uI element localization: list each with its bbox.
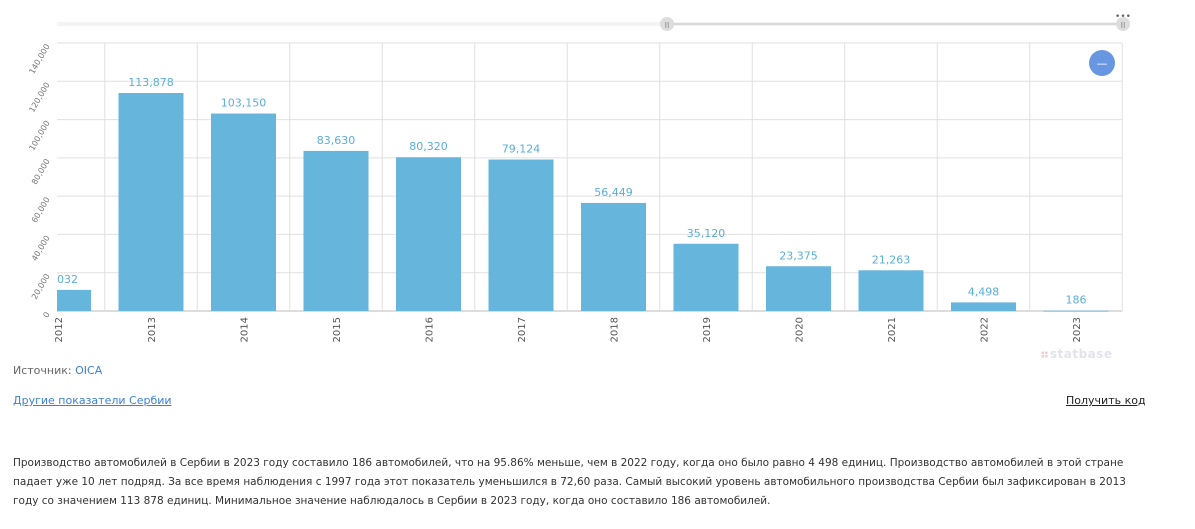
other-indicators-link[interactable]: Другие показатели Сербии bbox=[13, 394, 172, 407]
x-tick-label: 2016 bbox=[425, 317, 436, 342]
bar-2022[interactable] bbox=[951, 302, 1016, 311]
x-tick-label: 2014 bbox=[240, 317, 251, 342]
x-tick-label: 2012 bbox=[54, 317, 65, 342]
y-tick-label: 0 bbox=[41, 311, 51, 320]
bar-2020[interactable] bbox=[766, 266, 831, 311]
y-tick-label: 40,000 bbox=[30, 234, 52, 263]
x-tick-label: 2020 bbox=[795, 317, 806, 342]
data-label: 186 bbox=[1066, 294, 1087, 307]
svg-text:—: — bbox=[1097, 57, 1108, 70]
data-label: 113,878 bbox=[128, 76, 174, 89]
x-tick-label: 2017 bbox=[517, 317, 528, 342]
data-label: 103,150 bbox=[221, 97, 267, 110]
data-label: 4,498 bbox=[968, 285, 1000, 298]
bar-2013[interactable] bbox=[118, 93, 184, 311]
data-label: 23,375 bbox=[779, 249, 818, 262]
data-label: 56,449 bbox=[594, 186, 633, 199]
bar-2017[interactable] bbox=[488, 159, 554, 311]
y-tick-label: 60,000 bbox=[30, 196, 52, 225]
bar-2019[interactable] bbox=[673, 243, 739, 311]
x-tick-label: 2023 bbox=[1072, 317, 1083, 342]
range-slider-handle-left[interactable]: II bbox=[660, 17, 674, 31]
bar-2021[interactable] bbox=[858, 270, 924, 311]
bar-2015[interactable] bbox=[303, 150, 369, 311]
svg-text:II: II bbox=[665, 21, 670, 30]
data-label: 35,120 bbox=[687, 227, 726, 240]
get-code-link[interactable]: Получить код bbox=[1066, 394, 1146, 407]
x-tick-label: 2013 bbox=[147, 317, 158, 342]
data-label: 21,263 bbox=[872, 253, 911, 266]
source: Источник: OICA bbox=[13, 364, 102, 377]
x-tick-label: 2022 bbox=[980, 317, 991, 342]
x-tick-label: 2015 bbox=[332, 317, 343, 342]
bar-2012[interactable] bbox=[26, 289, 91, 311]
data-label: 80,320 bbox=[409, 140, 448, 153]
statbase-watermark: ⠶statbase bbox=[1040, 347, 1113, 361]
bar-chart: II II ••• 032 113,878 103,150 83,630 80,320 7… bbox=[26, 12, 1131, 342]
bar-2014[interactable] bbox=[211, 113, 276, 311]
zoom-out-button[interactable]: — bbox=[1089, 50, 1115, 76]
bar-2016[interactable] bbox=[396, 157, 461, 311]
bar-2023[interactable] bbox=[1043, 310, 1109, 312]
y-tick-label: 140,000 bbox=[27, 43, 51, 76]
data-label: 032 bbox=[57, 273, 78, 286]
x-tick-label: 2021 bbox=[887, 317, 898, 342]
y-tick-label: 120,000 bbox=[27, 81, 51, 114]
y-tick-label: 100,000 bbox=[27, 119, 51, 152]
menu-icon[interactable]: ••• bbox=[1115, 12, 1131, 22]
range-slider-track[interactable] bbox=[57, 22, 1123, 26]
source-label: Источник: bbox=[13, 364, 72, 377]
y-tick-label: 20,000 bbox=[30, 272, 52, 301]
x-tick-label: 2018 bbox=[610, 317, 621, 342]
description-text: Производство автомобилей в Сербии в 2023… bbox=[13, 457, 1126, 507]
y-tick-label: 80,000 bbox=[30, 157, 52, 186]
data-label: 79,124 bbox=[502, 143, 541, 156]
svg-text:II: II bbox=[1121, 21, 1126, 30]
x-tick-label: 2019 bbox=[702, 317, 713, 342]
data-label: 83,630 bbox=[317, 134, 356, 147]
source-link[interactable]: OICA bbox=[75, 364, 103, 377]
bar-2018[interactable] bbox=[581, 202, 646, 311]
range-slider-handle-right[interactable]: II bbox=[1116, 17, 1130, 31]
